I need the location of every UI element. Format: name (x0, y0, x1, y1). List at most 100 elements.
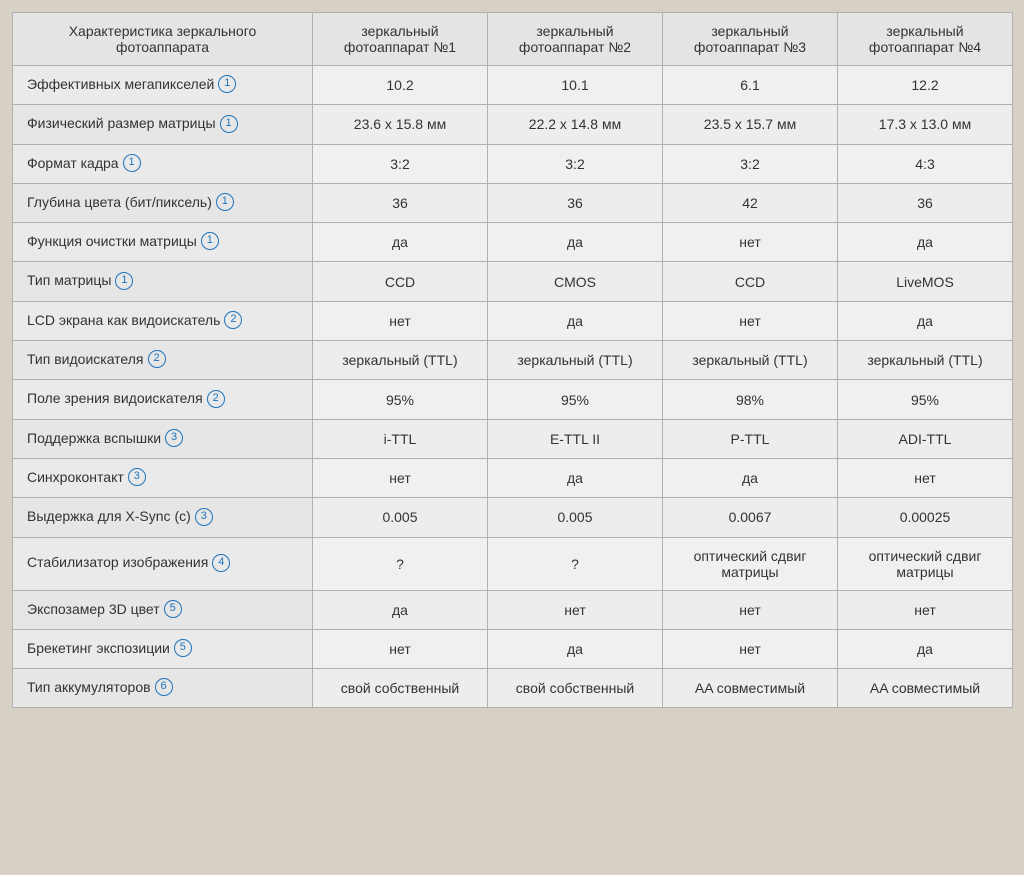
cell-value: 98% (663, 380, 838, 419)
row-label: Брекетинг экспозиции5 (13, 629, 313, 668)
footnote-icon[interactable]: 5 (174, 639, 192, 657)
cell-value: CCD (313, 262, 488, 301)
table-row: Брекетинг экспозиции5нетданетда (13, 629, 1013, 668)
row-label-text: Глубина цвета (бит/пиксель) (27, 194, 212, 210)
cell-value: 4:3 (838, 144, 1013, 183)
header-col1: зеркальный фотоаппарат №1 (313, 13, 488, 66)
cell-value: 10.1 (488, 66, 663, 105)
cell-value: CCD (663, 262, 838, 301)
footnote-icon[interactable]: 2 (207, 390, 225, 408)
row-label-text: Экспозамер 3D цвет (27, 601, 160, 617)
cell-value: i-TTL (313, 419, 488, 458)
cell-value: да (488, 301, 663, 340)
camera-spec-table: Характеристика зеркального фотоаппарата … (12, 12, 1013, 708)
footnote-icon[interactable]: 3 (195, 508, 213, 526)
cell-value: оптический сдвиг матрицы (838, 537, 1013, 590)
cell-value: да (488, 629, 663, 668)
table-row: Функция очистки матрицы1даданетда (13, 223, 1013, 262)
cell-value: 23.6 x 15.8 мм (313, 105, 488, 144)
cell-value: нет (488, 590, 663, 629)
row-label: Поддержка вспышки3 (13, 419, 313, 458)
cell-value: нет (313, 301, 488, 340)
footnote-icon[interactable]: 2 (148, 350, 166, 368)
table-row: Глубина цвета (бит/пиксель)136364236 (13, 183, 1013, 222)
cell-value: да (313, 590, 488, 629)
cell-value: нет (313, 458, 488, 497)
table-row: Выдержка для X-Sync (с)30.0050.0050.0067… (13, 498, 1013, 537)
row-label-text: Поддержка вспышки (27, 430, 161, 446)
row-label-text: Поле зрения видоискателя (27, 390, 203, 406)
cell-value: нет (838, 590, 1013, 629)
footnote-icon[interactable]: 1 (123, 154, 141, 172)
cell-value: 23.5 x 15.7 мм (663, 105, 838, 144)
footnote-icon[interactable]: 1 (220, 115, 238, 133)
cell-value: 95% (838, 380, 1013, 419)
cell-value: нет (313, 629, 488, 668)
cell-value: да (838, 223, 1013, 262)
footnote-icon[interactable]: 6 (155, 678, 173, 696)
cell-value: AA совместимый (838, 669, 1013, 708)
footnote-icon[interactable]: 3 (165, 429, 183, 447)
row-label-text: Эффективных мегапикселей (27, 76, 214, 92)
cell-value: да (488, 458, 663, 497)
cell-value: зеркальный (TTL) (663, 341, 838, 380)
cell-value: нет (663, 629, 838, 668)
table-row: Тип аккумуляторов6 свой собственныйсвой с… (13, 669, 1013, 708)
row-label-text: Функция очистки матрицы (27, 233, 197, 249)
footnote-icon[interactable]: 1 (218, 75, 236, 93)
cell-value: зеркальный (TTL) (313, 341, 488, 380)
table-row: Эффективных мегапикселей110.210.16.112.2 (13, 66, 1013, 105)
row-label: Тип матрицы1 (13, 262, 313, 301)
row-label-text: Формат кадра (27, 155, 119, 171)
cell-value: 0.00025 (838, 498, 1013, 537)
footnote-icon[interactable]: 1 (115, 272, 133, 290)
header-col4: зеркальный фотоаппарат №4 (838, 13, 1013, 66)
row-label: Синхроконтакт3 (13, 458, 313, 497)
cell-value: 0.005 (313, 498, 488, 537)
table-row: Стабилизатор изображения4??оптический сд… (13, 537, 1013, 590)
footnote-icon[interactable]: 3 (128, 468, 146, 486)
footnote-icon[interactable]: 5 (164, 600, 182, 618)
header-col3: зеркальный фотоаппарат №3 (663, 13, 838, 66)
cell-value: 22.2 x 14.8 мм (488, 105, 663, 144)
cell-value: да (663, 458, 838, 497)
table-header-row: Характеристика зеркального фотоаппарата … (13, 13, 1013, 66)
row-label-text: LCD экрана как видоискатель (27, 312, 220, 328)
row-label: Тип видоискателя2 (13, 341, 313, 380)
cell-value: 42 (663, 183, 838, 222)
cell-value: 36 (838, 183, 1013, 222)
cell-value: 10.2 (313, 66, 488, 105)
footnote-icon[interactable]: 1 (201, 232, 219, 250)
cell-value: да (488, 223, 663, 262)
cell-value: нет (663, 223, 838, 262)
header-col2: зеркальный фотоаппарат №2 (488, 13, 663, 66)
row-label: Функция очистки матрицы1 (13, 223, 313, 262)
cell-value: ? (488, 537, 663, 590)
cell-value: 95% (313, 380, 488, 419)
cell-value: нет (663, 590, 838, 629)
footnote-icon[interactable]: 2 (224, 311, 242, 329)
row-label-text: Брекетинг экспозиции (27, 640, 170, 656)
cell-value: CMOS (488, 262, 663, 301)
cell-value: свой собственный (488, 669, 663, 708)
footnote-icon[interactable]: 4 (212, 554, 230, 572)
row-label-text: Выдержка для X-Sync (с) (27, 508, 191, 524)
row-label: Глубина цвета (бит/пиксель)1 (13, 183, 313, 222)
row-label-text: Тип аккумуляторов (27, 679, 151, 695)
cell-value: 3:2 (663, 144, 838, 183)
cell-value: 0.0067 (663, 498, 838, 537)
row-label: Формат кадра1 (13, 144, 313, 183)
footnote-icon[interactable]: 1 (216, 193, 234, 211)
row-label-text: Стабилизатор изображения (27, 554, 208, 570)
row-label: Стабилизатор изображения4 (13, 537, 313, 590)
cell-value: 6.1 (663, 66, 838, 105)
row-label-text: Физический размер матрицы (27, 115, 216, 131)
cell-value: 95% (488, 380, 663, 419)
row-label: Поле зрения видоискателя2 (13, 380, 313, 419)
cell-value: свой собственный (313, 669, 488, 708)
header-characteristic: Характеристика зеркального фотоаппарата (13, 13, 313, 66)
cell-value: LiveMOS (838, 262, 1013, 301)
cell-value: P-TTL (663, 419, 838, 458)
cell-value: 36 (488, 183, 663, 222)
table-row: Экспозамер 3D цвет5данетнетнет (13, 590, 1013, 629)
